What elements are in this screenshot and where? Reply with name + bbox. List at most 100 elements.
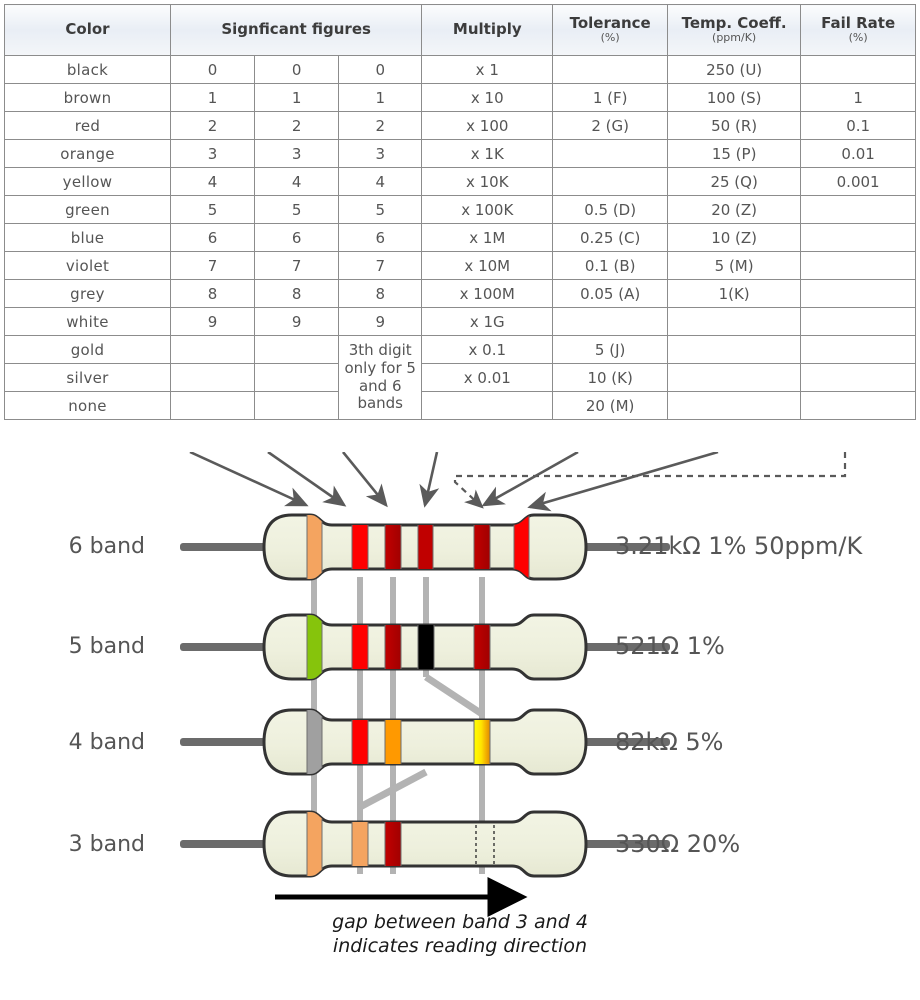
table-body: black 0 0 0 x 1 250 (U) brown 1 1 1 x 10 1 (F) 100 (… — [3, 55, 916, 420]
multiply-blue: x 1M — [421, 223, 554, 252]
digit2-black: 0 — [254, 55, 340, 84]
digit1-grey: 8 — [170, 279, 256, 308]
tolerance-yellow — [552, 167, 668, 196]
tempco-none — [666, 391, 802, 420]
failrate-yellow: 0.001 — [800, 167, 916, 196]
multiply-yellow: x 10K — [421, 167, 554, 196]
digit1-silver — [170, 363, 256, 392]
tolerance-brown: 1 (F) — [552, 83, 668, 112]
digit1-yellow: 4 — [170, 167, 256, 196]
color-swatch-orange: orange — [3, 139, 172, 168]
color-swatch-red: red — [3, 111, 172, 140]
digit3-green: 5 — [338, 195, 423, 224]
failrate-brown: 1 — [800, 83, 916, 112]
tempco-black: 250 (U) — [666, 55, 802, 84]
tolerance-white — [552, 307, 668, 336]
multiply-none — [421, 391, 554, 420]
row-label-5-band: 5 band — [68, 634, 145, 659]
result-4-band: 82kΩ 5% — [615, 728, 724, 756]
table-row: red 2 2 2 x 100 2 (G) 50 (R) 0.1 — [3, 111, 916, 140]
failrate-none — [800, 391, 916, 420]
digit2-blue: 6 — [254, 223, 340, 252]
table-row: black 0 0 0 x 1 250 (U) — [3, 55, 916, 84]
digit1-red: 2 — [170, 111, 256, 140]
failrate-violet — [800, 251, 916, 280]
table-row: blue 6 6 6 x 1M 0.25 (C) 10 (Z) — [3, 223, 916, 252]
header-tolerance: Tolerance (%) — [552, 4, 668, 56]
header-temp-coeff: Temp. Coeff. (ppm/K) — [666, 4, 802, 56]
tempco-brown: 100 (S) — [666, 83, 802, 112]
digit1-none — [170, 391, 256, 420]
table-row: none 20 (M) — [3, 391, 916, 420]
color-swatch-black: black — [3, 55, 172, 84]
multiply-white: x 1G — [421, 307, 554, 336]
tolerance-orange — [552, 139, 668, 168]
row-label-6-band: 6 band — [68, 534, 145, 559]
tolerance-violet: 0.1 (B) — [552, 251, 668, 280]
tempco-green: 20 (Z) — [666, 195, 802, 224]
table-row: white 9 9 9 x 1G — [3, 307, 916, 336]
multiply-silver: x 0.01 — [421, 363, 554, 392]
digit3-red: 2 — [338, 111, 423, 140]
color-swatch-gold: gold — [3, 335, 172, 364]
tempco-grey: 1(K) — [666, 279, 802, 308]
digit3-black: 0 — [338, 55, 423, 84]
header-fail-rate-unit: (%) — [848, 31, 868, 45]
digit1-gold — [170, 335, 256, 364]
color-swatch-green: green — [3, 195, 172, 224]
table-header-row: Color Signficant figures Multiply Tolera… — [3, 4, 916, 56]
multiply-black: x 1 — [421, 55, 554, 84]
digit2-silver — [254, 363, 340, 392]
header-tolerance-unit: (%) — [600, 31, 620, 45]
digit3-grey: 8 — [338, 279, 423, 308]
multiply-brown: x 10 — [421, 83, 554, 112]
result-6-band: 3.21kΩ 1% 50ppm/K — [615, 532, 863, 560]
digit2-white: 9 — [254, 307, 340, 336]
digit1-white: 9 — [170, 307, 256, 336]
multiply-green: x 100K — [421, 195, 554, 224]
failrate-gold — [800, 335, 916, 364]
tempco-blue: 10 (Z) — [666, 223, 802, 252]
caption-line-1: gap between band 3 and 4 — [332, 911, 588, 933]
digit1-green: 5 — [170, 195, 256, 224]
row-label-3-band: 3 band — [68, 832, 145, 857]
tempco-red: 50 (R) — [666, 111, 802, 140]
failrate-grey — [800, 279, 916, 308]
digit2-gold — [254, 335, 340, 364]
digit3-yellow: 4 — [338, 167, 423, 196]
tolerance-silver: 10 (K) — [552, 363, 668, 392]
color-swatch-violet: violet — [3, 251, 172, 280]
header-multiply: Multiply — [421, 4, 554, 56]
table-row: yellow 4 4 4 x 10K 25 (Q) 0.001 — [3, 167, 916, 196]
multiply-red: x 100 — [421, 111, 554, 140]
digit3-orange: 3 — [338, 139, 423, 168]
table-row: orange 3 3 3 x 1K 15 (P) 0.01 — [3, 139, 916, 168]
digit3-white: 9 — [338, 307, 423, 336]
digit1-brown: 1 — [170, 83, 256, 112]
failrate-red: 0.1 — [800, 111, 916, 140]
digit2-none — [254, 391, 340, 420]
resistor-diagram: 6 band 5 band 4 band 3 band 3.21kΩ 1% 50… — [0, 452, 920, 1000]
digit2-yellow: 4 — [254, 167, 340, 196]
digit1-orange: 3 — [170, 139, 256, 168]
tolerance-none: 20 (M) — [552, 391, 668, 420]
table-row: violet 7 7 7 x 10M 0.1 (B) 5 (M) — [3, 251, 916, 280]
color-swatch-brown: brown — [3, 83, 172, 112]
failrate-orange: 0.01 — [800, 139, 916, 168]
resistor-vector-graphic — [180, 452, 847, 917]
digit2-grey: 8 — [254, 279, 340, 308]
tolerance-black — [552, 55, 668, 84]
color-swatch-silver: silver — [3, 363, 172, 392]
tolerance-green: 0.5 (D) — [552, 195, 668, 224]
tempco-violet: 5 (M) — [666, 251, 802, 280]
tolerance-red: 2 (G) — [552, 111, 668, 140]
color-swatch-yellow: yellow — [3, 167, 172, 196]
tempco-orange: 15 (P) — [666, 139, 802, 168]
tempco-yellow: 25 (Q) — [666, 167, 802, 196]
digit2-red: 2 — [254, 111, 340, 140]
tempco-silver — [666, 363, 802, 392]
failrate-white — [800, 307, 916, 336]
digit2-green: 5 — [254, 195, 340, 224]
table-row: grey 8 8 8 x 100M 0.05 (A) 1(K) — [3, 279, 916, 308]
table-row: silver x 0.01 10 (K) — [3, 363, 916, 392]
